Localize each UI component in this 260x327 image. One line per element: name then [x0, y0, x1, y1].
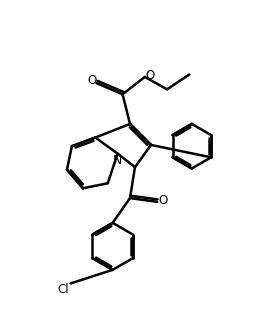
- Text: O: O: [159, 194, 168, 207]
- Text: O: O: [87, 74, 96, 87]
- Text: N: N: [113, 154, 122, 167]
- Text: O: O: [145, 69, 154, 82]
- Text: Cl: Cl: [57, 283, 69, 296]
